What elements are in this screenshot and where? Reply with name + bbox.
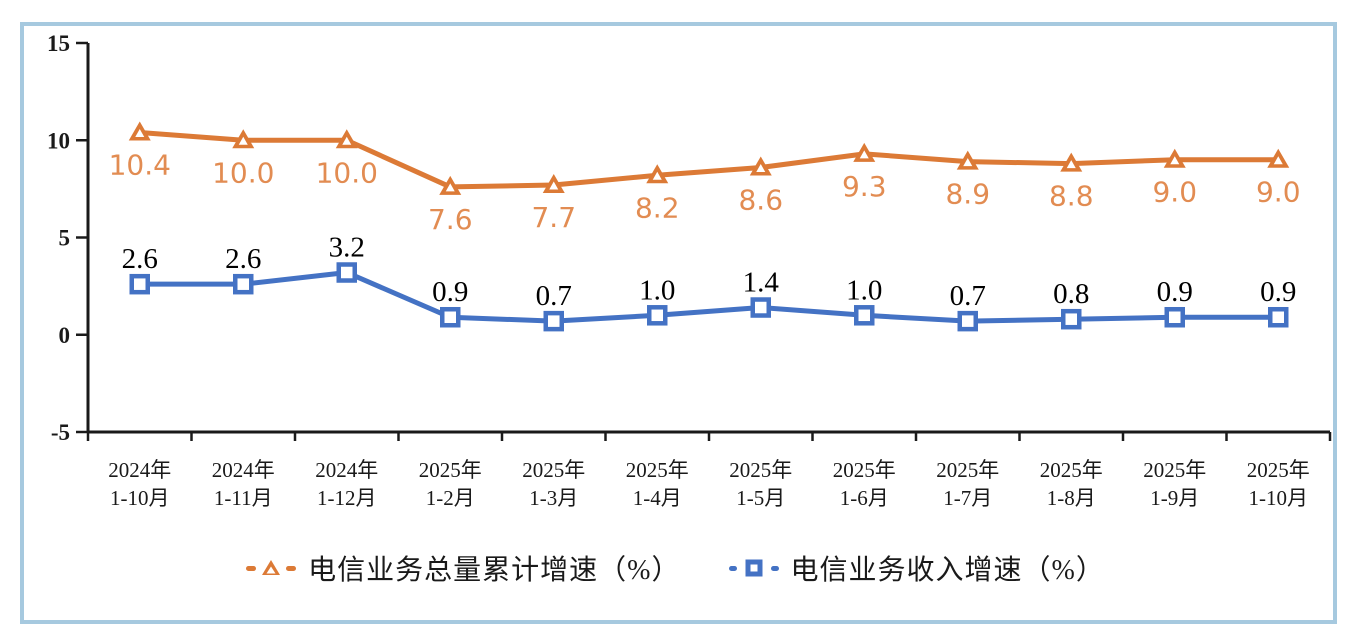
legend-item-total-growth: 电信业务总量累计增速（%） bbox=[246, 548, 680, 588]
triangle-marker-center bbox=[135, 128, 145, 137]
x-tick-label: 2024年 bbox=[108, 458, 171, 482]
square-marker-icon bbox=[1164, 306, 1185, 328]
x-tick-label: 1-6月 bbox=[840, 486, 889, 510]
square-marker-icon bbox=[750, 297, 771, 318]
x-tick-label: 1-10月 bbox=[110, 486, 170, 510]
data-label: 8.8 bbox=[1049, 180, 1094, 213]
x-tick-label: 1-10月 bbox=[1249, 486, 1309, 510]
data-label: 0.9 bbox=[432, 276, 468, 308]
triangle-marker-center bbox=[445, 183, 455, 192]
legend-marker-square-icon bbox=[728, 559, 779, 577]
data-label: 1.0 bbox=[639, 274, 675, 306]
data-label: 7.7 bbox=[531, 201, 576, 234]
square-marker-icon bbox=[543, 310, 564, 332]
triangle-marker-center bbox=[342, 136, 352, 145]
x-tick-label: 2025年 bbox=[522, 458, 585, 482]
triangle-marker-center bbox=[963, 158, 973, 167]
x-tick-label: 2025年 bbox=[1040, 458, 1103, 482]
legend-label-total-growth: 电信业务总量累计增速（%） bbox=[308, 555, 681, 586]
legend: 电信业务总量累计增速（%） 电信业务收入增速（%） bbox=[0, 548, 1351, 588]
x-tick-label: 1-3月 bbox=[529, 486, 578, 510]
x-tick-label: 2025年 bbox=[1247, 458, 1310, 482]
data-label: 0.7 bbox=[536, 280, 572, 312]
x-tick-label: 1-12月 bbox=[317, 486, 377, 510]
data-label: 7.6 bbox=[428, 203, 473, 236]
y-tick-label: 15 bbox=[47, 31, 70, 56]
x-tick-label: 1-2月 bbox=[426, 486, 475, 510]
legend-label-revenue-growth: 电信业务收入增速（%） bbox=[790, 555, 1105, 586]
square-marker-icon bbox=[233, 273, 254, 295]
triangle-marker-center bbox=[1170, 156, 1180, 165]
legend-marker-triangle-icon bbox=[246, 560, 297, 575]
x-tick-label: 2025年 bbox=[1143, 458, 1206, 482]
data-label: 8.9 bbox=[945, 178, 990, 211]
legend-item-revenue-growth: 电信业务收入增速（%） bbox=[728, 548, 1105, 588]
square-marker-icon bbox=[1061, 308, 1082, 330]
data-label: 0.7 bbox=[950, 280, 986, 312]
x-tick-label: 1-8月 bbox=[1047, 486, 1096, 510]
triangle-marker-center bbox=[238, 136, 248, 145]
data-label: 1.4 bbox=[743, 267, 780, 299]
chart-frame bbox=[20, 22, 1337, 624]
y-tick-label: -5 bbox=[51, 420, 70, 445]
square-marker-icon bbox=[440, 306, 461, 328]
triangle-marker-center bbox=[549, 181, 559, 190]
triangle-marker-center bbox=[1066, 160, 1076, 169]
square-marker-icon bbox=[854, 305, 875, 326]
data-label: 10.0 bbox=[316, 156, 378, 189]
y-tick-label: 10 bbox=[47, 128, 70, 153]
x-tick-label: 1-5月 bbox=[736, 486, 785, 510]
square-marker-icon bbox=[957, 310, 978, 332]
x-tick-label: 2025年 bbox=[833, 458, 896, 482]
data-label: 10.0 bbox=[212, 156, 274, 189]
square-marker-icon bbox=[129, 273, 150, 295]
x-tick-label: 2025年 bbox=[419, 458, 482, 482]
x-tick-label: 1-9月 bbox=[1150, 486, 1199, 510]
series-line-0 bbox=[137, 129, 1281, 190]
triangle-marker-center bbox=[756, 163, 766, 172]
data-label: 9.3 bbox=[842, 170, 887, 203]
data-label: 8.6 bbox=[738, 183, 783, 216]
data-label: 9.0 bbox=[1152, 176, 1197, 209]
triangle-marker-center bbox=[652, 171, 662, 180]
data-label: 8.2 bbox=[635, 191, 680, 224]
data-label: 2.6 bbox=[225, 243, 261, 275]
y-tick-label: 5 bbox=[59, 226, 71, 251]
x-tick-label: 2025年 bbox=[729, 458, 792, 482]
data-label: 10.4 bbox=[109, 148, 171, 181]
x-tick-label: 2024年 bbox=[212, 458, 275, 482]
x-tick-label: 2024年 bbox=[315, 458, 378, 482]
series-line-1 bbox=[137, 270, 1281, 324]
data-label: 0.9 bbox=[1260, 276, 1296, 308]
x-tick-label: 2025年 bbox=[936, 458, 999, 482]
triangle-marker-center bbox=[859, 150, 869, 159]
x-tick-label: 1-11月 bbox=[214, 486, 273, 510]
square-marker-icon bbox=[1268, 306, 1289, 328]
data-label: 0.9 bbox=[1157, 276, 1193, 308]
data-label: 2.6 bbox=[122, 243, 158, 275]
data-label: 0.8 bbox=[1053, 278, 1089, 310]
triangle-marker-center bbox=[1273, 156, 1283, 165]
x-tick-label: 1-4月 bbox=[633, 486, 682, 510]
square-marker-icon bbox=[647, 305, 668, 326]
data-label: 9.0 bbox=[1256, 176, 1301, 209]
x-tick-label: 1-7月 bbox=[943, 486, 992, 510]
data-label: 1.0 bbox=[846, 274, 882, 306]
x-tick-label: 2025年 bbox=[626, 458, 689, 482]
y-tick-label: 0 bbox=[59, 323, 71, 348]
data-label: 3.2 bbox=[329, 232, 365, 264]
square-marker-icon bbox=[336, 262, 357, 283]
